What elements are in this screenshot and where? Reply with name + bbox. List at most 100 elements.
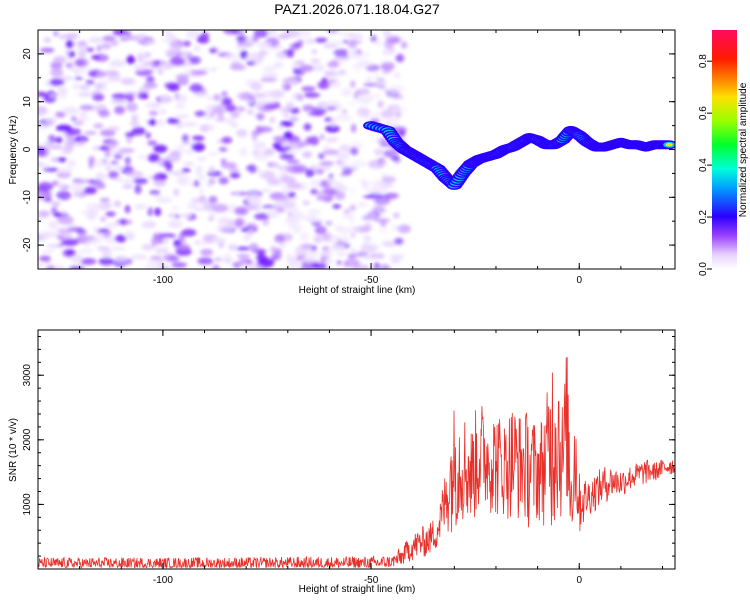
spectrogram-noise-cell xyxy=(85,79,95,85)
spectrogram-noise-cell xyxy=(322,145,332,150)
spectrogram-noise-cell xyxy=(84,131,97,135)
spectrogram-noise-cell xyxy=(305,136,314,144)
spectrogram-noise-cell xyxy=(350,147,359,156)
spectrogram-noise-cell xyxy=(239,257,248,267)
spectrogram-noise-cell xyxy=(50,157,61,163)
snr-panel: -100 -50 0 1000 2000 3000 Height of straight… xyxy=(8,329,676,595)
spectrogram-noise-cell xyxy=(376,252,385,260)
spectrogram-noise-cell xyxy=(273,196,290,202)
spectrogram-noise-cell xyxy=(224,252,232,261)
spectrogram-noise-cell xyxy=(309,58,321,64)
spectrogram-noise-cell xyxy=(143,82,158,89)
spectrogram-noise-cell xyxy=(190,70,207,76)
spectrogram-noise-cell xyxy=(379,160,389,167)
spectrogram-noise-cell xyxy=(294,246,306,256)
spectrogram-noise-cell xyxy=(42,191,53,198)
spectrogram-noise-cell xyxy=(350,80,356,89)
spectrogram-noise-cell xyxy=(209,47,218,54)
spectrogram-noise-cell xyxy=(39,255,51,262)
spectrogram-noise-cell xyxy=(350,186,356,195)
spectrogram-noise-cell xyxy=(179,213,192,219)
spectrogram-noise-cell xyxy=(357,144,365,148)
spectrogram-noise-cell xyxy=(374,218,391,223)
spectrogram-noise-cell xyxy=(38,262,44,268)
spectrogram-noise-cell xyxy=(143,265,160,269)
spectrogram-noise-cell xyxy=(78,84,91,90)
spectrogram-noise-cell xyxy=(126,136,132,144)
spectrogram-noise-cell xyxy=(92,93,105,102)
spectrogram-noise-cell xyxy=(305,168,315,178)
spectrogram-noise-cell xyxy=(286,159,300,164)
spectrogram-noise-cell xyxy=(174,244,191,251)
spectrogram-noise-cell xyxy=(124,205,131,214)
spectrogram-noise-cell xyxy=(333,40,344,47)
spectrogram-noise-cell xyxy=(363,82,379,87)
spectrogram-noise-cell xyxy=(335,113,352,122)
spectrogram-noise-cell xyxy=(96,228,109,233)
spectrogram-noise-cell xyxy=(208,212,216,219)
spectrogram-noise-cell xyxy=(38,142,44,147)
spectrogram-noise-cell xyxy=(133,37,145,42)
spectrogram-noise-cell xyxy=(262,66,278,71)
spectrogram-noise-cell xyxy=(78,64,86,75)
spectrogram-noise-cell xyxy=(65,40,74,49)
spectrogram-noise-cell xyxy=(299,64,314,72)
spectrogram-noise-cell xyxy=(207,152,220,156)
spectrogram-noise-cell xyxy=(221,136,233,144)
spectrogram-noise-cell xyxy=(101,249,113,259)
spectrogram-noise-cell xyxy=(391,225,403,231)
spectrogram-noise-cell xyxy=(256,102,263,111)
spectrogram-noise-cell xyxy=(343,258,361,268)
spectrogram-noise-cell xyxy=(140,69,155,74)
spectrogram-noise-cell xyxy=(209,166,215,173)
spectrogram-noise-cell xyxy=(140,53,150,60)
spectrogram-noise-cell xyxy=(182,122,199,127)
spectrogram-noise-cell xyxy=(58,34,73,40)
spectrogram-noise-cell xyxy=(196,36,210,44)
spectrogram-noise-cell xyxy=(257,41,272,49)
spectrogram-noise-cell xyxy=(62,106,79,116)
spectrogram-noise-cell xyxy=(110,160,119,165)
y-tick-label: 2000 xyxy=(22,428,33,451)
spectrogram-noise-cell xyxy=(57,235,65,240)
spectrogram-noise-cell xyxy=(124,230,136,240)
spectrogram-noise-cell xyxy=(112,30,127,36)
spectrogram-noise-cell xyxy=(186,30,200,39)
spectrogram-noise-cell xyxy=(113,200,122,208)
spectrogram-noise-cell xyxy=(152,174,159,181)
snr-x-ticks: -100 -50 0 xyxy=(37,330,664,586)
spectrogram-noise-cell xyxy=(38,161,43,167)
spectrogram-noise-cell xyxy=(158,257,164,267)
spectrogram-noise-cell xyxy=(382,30,392,38)
colorbar-tick-label: 0.0 xyxy=(698,262,709,276)
spectrogram-noise-cell xyxy=(166,118,180,124)
spectrogram-noise-cell xyxy=(151,240,158,247)
spectrogram-noise-cell xyxy=(330,73,347,78)
spectrogram-noise-cell xyxy=(389,254,405,260)
spectrogram-noise-cell xyxy=(197,175,207,180)
spectrogram-noise-cell xyxy=(98,109,110,118)
spectrogram-noise-cell xyxy=(341,235,350,245)
spectrogram-noise-cell xyxy=(114,165,124,171)
spectrogram-noise-cell xyxy=(348,33,363,41)
spectrogram-noise-cell xyxy=(261,204,277,209)
spectrogram-noise-cell xyxy=(113,177,124,182)
spectrogram-noise-cell xyxy=(142,61,153,67)
spectrogram-noise-cell xyxy=(257,258,275,267)
spectrogram-noise-cell xyxy=(330,244,345,251)
spectrogram-noise-cell xyxy=(374,180,385,188)
spectrogram-noise-cell xyxy=(262,219,269,226)
spectrogram-noise-cell xyxy=(114,105,126,115)
spectrogram-noise-cell xyxy=(211,203,229,213)
spectrogram-noise-cell xyxy=(212,264,220,269)
spectrogram-noise-cell xyxy=(175,93,188,103)
spectrogram-noise-cell xyxy=(236,246,251,251)
spectrogram-noise-cell xyxy=(154,119,166,127)
spectrogram-noise-cell xyxy=(236,128,248,138)
spectrogram-noise-cell xyxy=(351,47,362,55)
spectrogram-noise-cell xyxy=(169,170,187,177)
spectrogram-noise-cell xyxy=(197,257,214,265)
spectrogram-noise-cell xyxy=(167,154,181,163)
spectrogram-noise-cell xyxy=(206,95,215,101)
